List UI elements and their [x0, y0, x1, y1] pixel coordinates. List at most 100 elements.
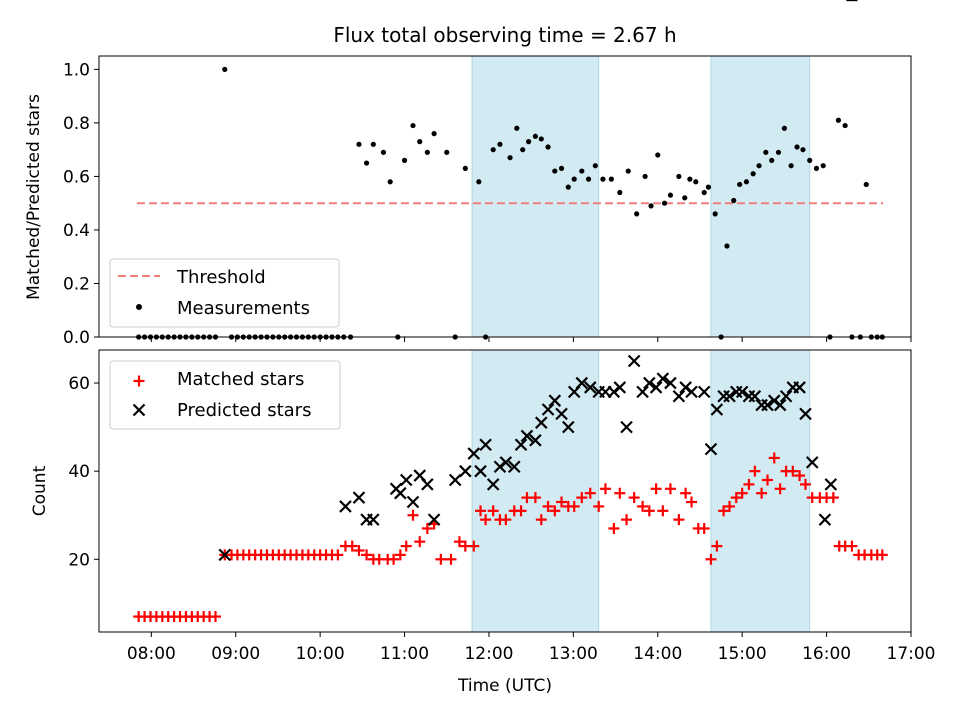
predicted-stars-series [218, 0, 858, 562]
measurement-point [661, 200, 668, 206]
cross-b [710, 403, 724, 416]
top-y-tick-label: 0.0 [63, 328, 90, 348]
cross-b [132, 403, 146, 417]
bottom-y-ticks: 20 40 60 [68, 374, 99, 570]
matched-point [414, 536, 426, 548]
matched-point [774, 483, 786, 495]
predicted-point [575, 376, 589, 390]
matched-point [542, 500, 554, 512]
cross-b [520, 429, 534, 443]
matched-point [346, 540, 358, 552]
measurement-point [520, 147, 526, 153]
predicted-point [474, 464, 487, 478]
top-y-tick-label: 1.0 [63, 60, 90, 80]
measurement-point [579, 168, 585, 174]
matched-point [480, 514, 492, 526]
cross-b [535, 416, 548, 429]
predicted-point [656, 372, 670, 385]
predicted-point [793, 381, 806, 394]
predicted-point [367, 513, 380, 526]
measurement-point [705, 184, 712, 190]
matched-point [664, 483, 676, 495]
predicted-point [459, 464, 472, 478]
cross-b [474, 464, 487, 478]
measurement-point [462, 165, 468, 171]
predicted-point [562, 420, 575, 434]
predicted-point [636, 385, 649, 399]
cross-b [399, 473, 413, 487]
predicted-point [643, 376, 656, 390]
predicted-point [535, 416, 548, 429]
measurement-point [617, 189, 623, 196]
cross-b [427, 513, 441, 526]
cross-b [394, 486, 407, 500]
matched-point [680, 487, 692, 499]
matched-point [535, 514, 547, 526]
x-tick-label: 13:00 [549, 644, 598, 664]
cross-b [685, 385, 698, 399]
measurement-point [842, 122, 848, 129]
measurement-point [794, 144, 800, 150]
measurement-point [863, 181, 869, 188]
matched-point [209, 611, 221, 623]
predicted-point [613, 381, 627, 394]
matched-point [743, 478, 755, 490]
matched-point [353, 544, 365, 556]
cross-b [413, 469, 427, 482]
legend-predicted-marker [132, 403, 146, 417]
legend-matched-marker [133, 375, 145, 387]
predicted-point [761, 398, 774, 412]
cross-b [779, 389, 793, 403]
measurement-point [444, 149, 450, 155]
matched-point [394, 549, 406, 561]
predicted-point [448, 473, 462, 487]
measurement-point [387, 179, 393, 185]
matched-point [593, 500, 605, 512]
predicted-point [818, 513, 832, 526]
measurement-point [600, 176, 606, 182]
cross-b [793, 381, 806, 394]
legend-matched-sample [133, 375, 145, 387]
cross-b [643, 376, 656, 390]
cross-b [636, 385, 649, 399]
bottom-highlight-bands [471, 349, 811, 633]
predicted-point [723, 389, 736, 403]
cross-b [620, 420, 633, 434]
measurement-point [585, 176, 592, 182]
measurement-point [222, 66, 228, 72]
measurement-point [682, 195, 688, 201]
cross-b [761, 398, 774, 412]
predicted-point [672, 389, 686, 403]
cross-b [627, 354, 641, 368]
measurement-point [737, 181, 743, 188]
matched-point [388, 553, 400, 565]
top-y-axis-label: Matched/Predicted stars [24, 94, 44, 300]
bottom-y-tick-label: 60 [68, 374, 90, 394]
measurement-point [410, 122, 416, 129]
legend-measurements-sample [136, 304, 142, 310]
predicted-point [555, 407, 568, 421]
predicted-point [499, 456, 513, 469]
bottom-legend: Matched stars Predicted stars [109, 360, 341, 430]
top-y-tick-label: 0.6 [63, 167, 90, 187]
measurement-point [634, 211, 640, 217]
predicted-point [710, 403, 724, 416]
cross-b [672, 389, 686, 403]
matched-point [768, 452, 780, 464]
matched-point [643, 505, 655, 517]
cross-b [656, 372, 670, 385]
measurement-point [497, 141, 503, 147]
cross-b [339, 500, 352, 513]
measurement-point [507, 155, 513, 161]
measurement-point [820, 163, 826, 169]
measurement-point [655, 152, 661, 158]
matched-point [705, 553, 717, 565]
cross-b [613, 381, 627, 394]
x-tick-label: 11:00 [380, 644, 429, 664]
measurement-point [565, 184, 571, 190]
predicted-point [479, 438, 492, 452]
cross-b [548, 394, 562, 407]
matched-point [445, 553, 457, 565]
matched-point [549, 505, 561, 517]
x-tick-label: 09:00 [211, 644, 260, 664]
